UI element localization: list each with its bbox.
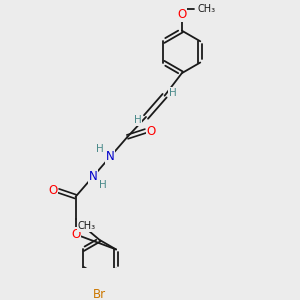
Text: O: O: [48, 184, 57, 197]
Text: CH₃: CH₃: [78, 221, 96, 231]
Text: O: O: [177, 8, 187, 21]
Text: N: N: [106, 150, 115, 163]
Text: H: H: [169, 88, 177, 98]
Text: H: H: [134, 115, 141, 125]
Text: O: O: [147, 124, 156, 137]
Text: Br: Br: [93, 288, 106, 300]
Text: O: O: [71, 228, 80, 241]
Text: N: N: [88, 170, 97, 183]
Text: H: H: [99, 180, 107, 190]
Text: CH₃: CH₃: [197, 4, 215, 14]
Text: H: H: [96, 144, 104, 154]
